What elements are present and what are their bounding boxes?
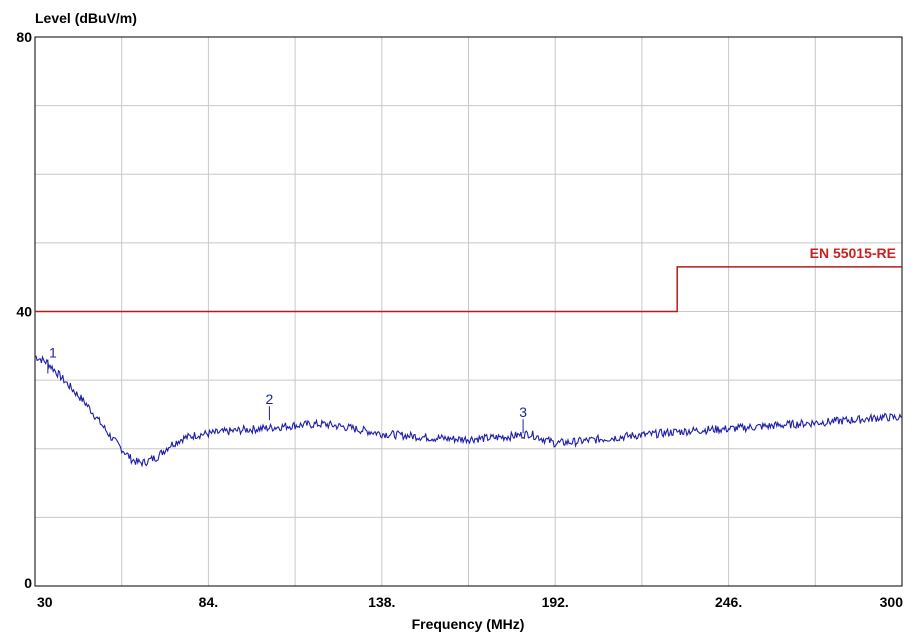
marker-label: 2 <box>266 391 274 407</box>
y-tick-label: 40 <box>16 304 32 320</box>
x-tick-label: 300 <box>880 594 904 610</box>
limit-line-label: EN 55015-RE <box>810 245 896 261</box>
tick-layer: 30 84. 138. 192. 246. 300 0 40 80 <box>16 29 903 610</box>
limit-line <box>35 266 902 313</box>
y-tick-label: 0 <box>24 575 32 591</box>
x-axis-title: Frequency (MHz) <box>412 616 525 632</box>
x-tick-label: 138. <box>368 594 395 610</box>
marker-label: 3 <box>519 404 527 420</box>
x-tick-label: 84. <box>199 594 218 610</box>
measurement-trace <box>35 354 903 468</box>
x-tick-label: 246. <box>715 594 742 610</box>
marker-layer: 1 2 3 <box>47 345 527 434</box>
y-axis-title: Level (dBuV/m) <box>35 10 137 26</box>
y-tick-label: 80 <box>16 29 32 45</box>
x-tick-label: 30 <box>37 594 53 610</box>
series-layer <box>35 266 903 468</box>
x-tick-label: 192. <box>542 594 569 610</box>
marker-label: 1 <box>49 345 57 361</box>
